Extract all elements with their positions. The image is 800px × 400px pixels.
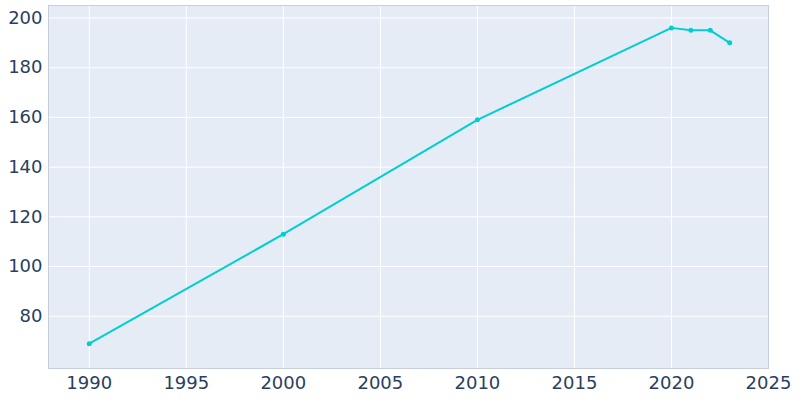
svg-text:2015: 2015 (552, 372, 598, 393)
svg-text:2010: 2010 (454, 372, 500, 393)
svg-text:160: 160 (8, 106, 42, 127)
svg-text:80: 80 (20, 305, 43, 326)
svg-text:1995: 1995 (163, 372, 209, 393)
svg-text:2025: 2025 (746, 372, 792, 393)
svg-text:100: 100 (8, 255, 42, 276)
svg-text:2000: 2000 (260, 372, 306, 393)
svg-text:2005: 2005 (357, 372, 403, 393)
svg-text:2020: 2020 (649, 372, 695, 393)
svg-text:200: 200 (8, 7, 42, 28)
svg-text:120: 120 (8, 206, 42, 227)
svg-text:180: 180 (8, 56, 42, 77)
svg-text:140: 140 (8, 156, 42, 177)
svg-text:1990: 1990 (66, 372, 112, 393)
